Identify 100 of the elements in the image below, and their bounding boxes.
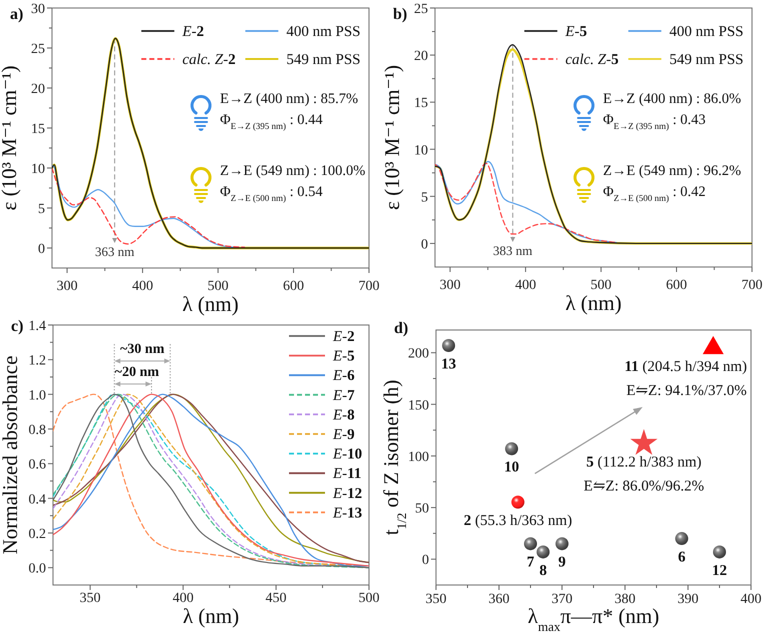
annotation: Φ$_{E→Z (395 nm)}$ : 0.43 <box>603 112 706 131</box>
legend-label: E-2 <box>332 329 355 345</box>
x-tick-label: 300 <box>440 278 461 293</box>
annotation: E⇋Z: 94.1%/37.0% <box>626 383 747 400</box>
x-axis-title: λ (nm) <box>182 604 240 628</box>
annotation: 6 <box>678 550 686 566</box>
chart-title: b) <box>393 6 408 23</box>
y-tick-label: 25 <box>31 42 45 57</box>
x-axis-title: λ (nm) <box>565 291 622 315</box>
x-tick-label: 400 <box>515 278 536 293</box>
x-tick-label: 600 <box>666 278 688 293</box>
annotation: 2 (55.3 h/363 nm) <box>464 513 572 530</box>
y-tick-label: 1.2 <box>28 354 46 369</box>
legend-label: E-2 <box>181 24 204 40</box>
point <box>505 442 518 456</box>
y-tick-label: 15 <box>414 96 428 112</box>
annotation: 8 <box>539 562 547 579</box>
annotation: 7 <box>526 554 535 571</box>
annotation: Φ$_{E→Z (395 nm)}$ : 0.44 <box>220 112 324 131</box>
x-tick-label: 700 <box>742 278 762 293</box>
y-tick-label: 0 <box>38 242 45 257</box>
x-axis-title: λ$_{max}$π—π* (nm) <box>528 604 660 633</box>
x-tick-label: 380 <box>614 592 636 607</box>
y-tick-label: 5 <box>421 190 428 206</box>
annotation: ~30 nm <box>120 342 165 357</box>
y-tick-label: 0.2 <box>28 527 46 542</box>
x-tick-label: 360 <box>488 592 510 607</box>
y-tick-label: 0 <box>422 553 429 568</box>
x-tick-label: 500 <box>358 591 380 606</box>
point <box>442 338 456 352</box>
y-tick-label: 50 <box>415 502 429 517</box>
annotation: E⇋Z: 86.0%/96.2% <box>584 478 704 494</box>
annotation: 5 (112.2 h/383 nm) <box>586 454 702 470</box>
y-tick-label: 0.0 <box>28 562 46 577</box>
annotation: 9 <box>558 554 566 571</box>
x-tick-label: 600 <box>283 279 304 294</box>
y-tick-label: 5 <box>38 202 45 217</box>
x-tick-label: 400 <box>740 592 762 607</box>
ref-line-label: 363 nm <box>94 244 134 259</box>
x-tick-label: 300 <box>56 279 78 294</box>
point <box>630 429 658 455</box>
x-tick-label: 400 <box>132 279 154 294</box>
legend-label: E-12 <box>332 486 362 502</box>
y-tick-label: 200 <box>408 346 429 362</box>
x-tick-label: 700 <box>358 279 380 294</box>
annotation: 11 (204.5 h/394 nm) <box>624 359 748 376</box>
x-tick-label: 400 <box>172 591 194 606</box>
y-tick-label: 0.4 <box>28 492 46 508</box>
point <box>675 532 688 546</box>
x-tick-label: 390 <box>678 592 698 607</box>
legend-label: E-8 <box>332 407 355 424</box>
y-tick-label: 15 <box>31 122 45 137</box>
chart-title: d) <box>394 320 408 337</box>
y-tick-label: 10 <box>414 143 428 158</box>
ref-line-label: 383 nm <box>493 243 532 258</box>
annotation: Z→E (549 nm) : 100.0% <box>220 163 366 179</box>
y-tick-label: 100 <box>408 450 429 465</box>
y-tick-label: 25 <box>414 2 428 17</box>
legend-label: E-13 <box>332 505 362 522</box>
legend-label: E-10 <box>332 446 362 463</box>
legend-label: calc. Z-5 <box>565 52 619 68</box>
y-tick-label: 10 <box>31 162 45 177</box>
legend-label: E-5 <box>332 348 355 365</box>
x-tick-label: 500 <box>590 278 612 293</box>
annotation: 13 <box>441 356 456 372</box>
legend-label: E-7 <box>332 388 356 404</box>
legend-label: 400 nm PSS <box>669 24 744 40</box>
legend-label: 400 nm PSS <box>286 24 361 40</box>
y-tick-label: 30 <box>31 2 45 17</box>
y-tick-label: 20 <box>31 82 45 97</box>
point <box>713 545 726 558</box>
chart-title: a) <box>10 6 24 23</box>
x-tick-label: 370 <box>552 592 572 607</box>
legend-label: calc. Z-2 <box>182 52 236 68</box>
legend-label: E-11 <box>332 466 362 482</box>
y-tick-label: 20 <box>414 49 428 64</box>
y-tick-label: 1.0 <box>28 388 46 404</box>
annotation: E→Z (400 nm) : 86.0% <box>603 91 742 107</box>
point <box>536 545 550 558</box>
x-axis-title: λ (nm) <box>182 292 239 316</box>
annotation: 10 <box>504 460 520 476</box>
annotation: E→Z (400 nm) : 85.7% <box>220 91 358 107</box>
legend-label: E-5 <box>564 24 588 40</box>
y-tick-label: 1.4 <box>28 319 46 334</box>
x-tick-label: 450 <box>266 591 287 606</box>
y-axis-title: Normalized absorbance <box>0 356 22 554</box>
annotation: Φ$_{Z→E (500 nm)}$ : 0.42 <box>603 184 706 203</box>
y-tick-label: 150 <box>408 398 429 414</box>
y-axis-title: ε (10³ M⁻¹ cm⁻¹) <box>0 66 21 210</box>
y-tick-label: 0.8 <box>28 423 46 438</box>
x-tick-label: 350 <box>80 591 101 606</box>
annotation: Z→E (549 nm) : 96.2% <box>603 163 742 179</box>
legend-label: E-6 <box>332 368 356 384</box>
annotation: Φ$_{Z→E (500 nm)}$ : 0.54 <box>220 184 324 203</box>
y-tick-label: 0.6 <box>28 458 46 473</box>
annotation: 12 <box>712 562 727 579</box>
point <box>524 537 537 550</box>
legend-label: E-9 <box>332 427 355 443</box>
point <box>511 496 524 509</box>
y-tick-label: 0 <box>421 237 428 252</box>
